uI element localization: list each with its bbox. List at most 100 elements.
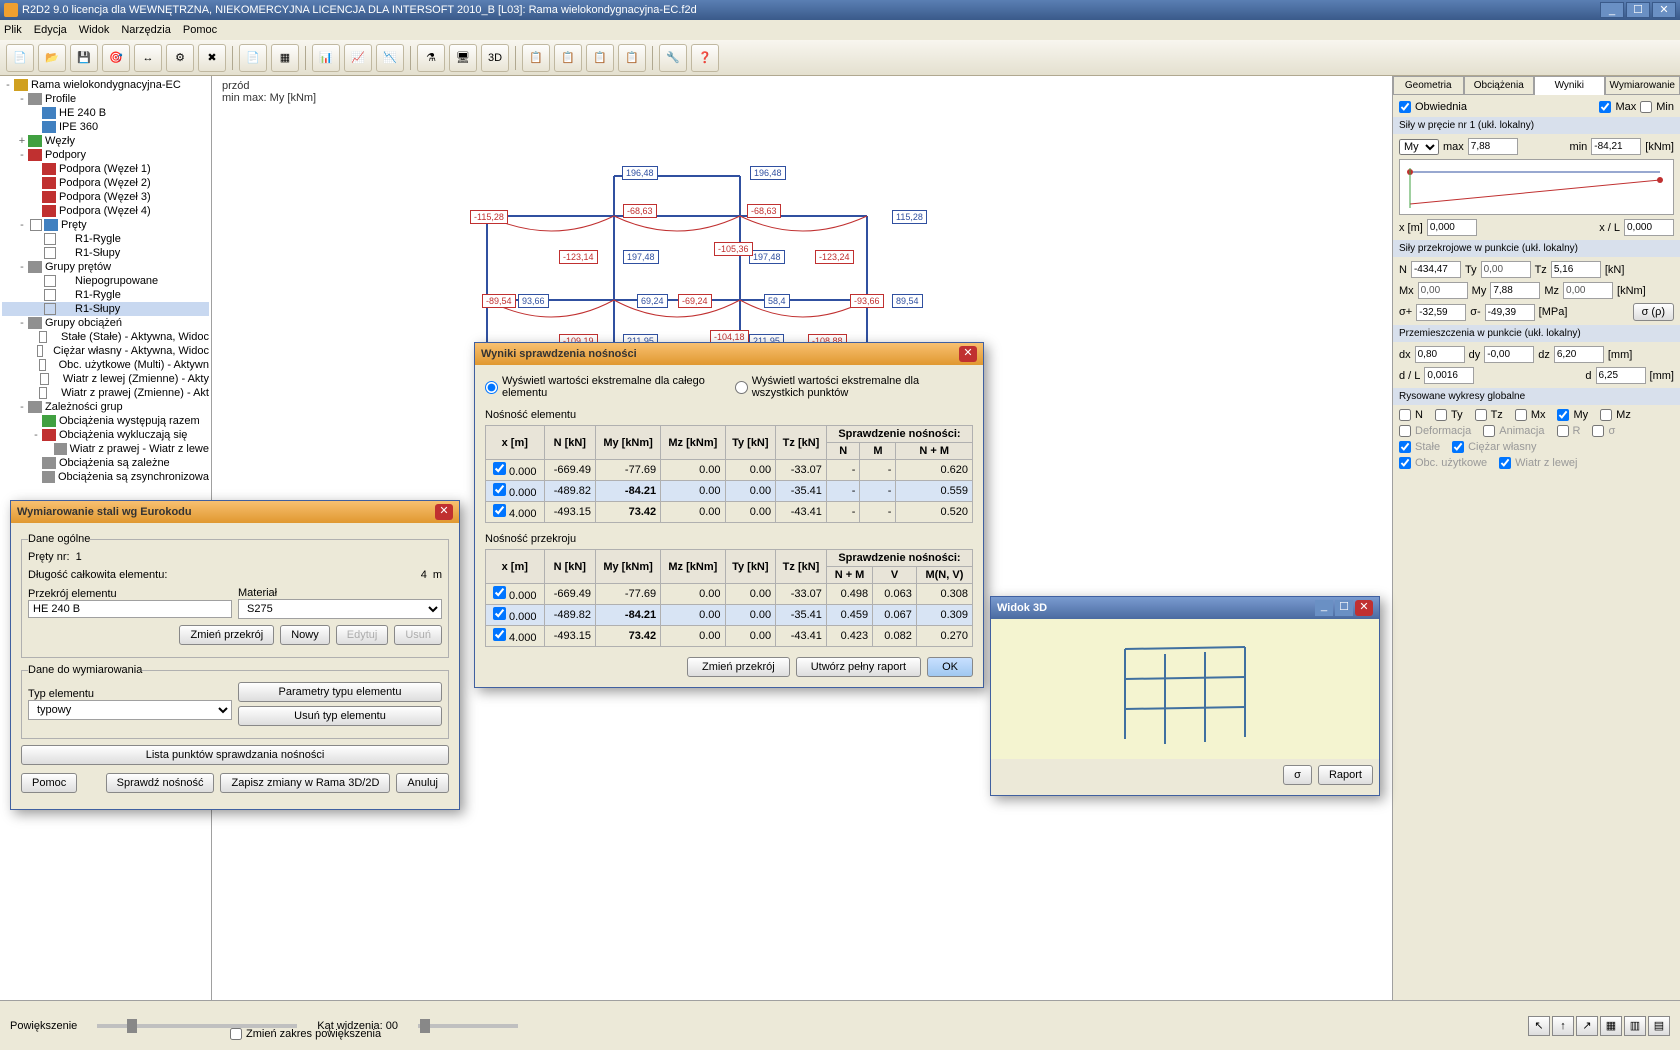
nav-up[interactable]: ↑ [1552, 1016, 1574, 1036]
toolbar-btn-21[interactable]: 📋 [586, 44, 614, 72]
toolbar-btn-22[interactable]: 📋 [618, 44, 646, 72]
toolbar-btn-9[interactable]: ▦ [271, 44, 299, 72]
tree-node[interactable]: -Pręty [2, 218, 209, 232]
tree-node[interactable]: -Obciążenia wykluczają się [2, 428, 209, 442]
min-input[interactable] [1591, 138, 1641, 155]
toolbar-btn-15[interactable]: ⚗ [417, 44, 445, 72]
chk-Tz[interactable] [1475, 409, 1487, 421]
tree-node[interactable]: -Grupy obciążeń [2, 316, 209, 330]
tree-node[interactable]: R1-Słupy [2, 302, 209, 316]
dlg3-min[interactable]: _ [1315, 600, 1333, 616]
tree-node[interactable]: Wiatr z prawej (Zmienne) - Akt [2, 386, 209, 400]
rtab-3[interactable]: Wymiarowanie [1605, 76, 1680, 95]
toolbar-btn-1[interactable]: 📂 [38, 44, 66, 72]
tree-node[interactable]: Podpora (Węzeł 1) [2, 162, 209, 176]
nav-nw[interactable]: ↖ [1528, 1016, 1550, 1036]
dlg3-max[interactable]: ☐ [1335, 600, 1353, 616]
chk-Wiatr z lewej[interactable] [1499, 457, 1511, 469]
toolbar-btn-20[interactable]: 📋 [554, 44, 582, 72]
chk-R[interactable] [1557, 425, 1569, 437]
x-input[interactable] [1427, 219, 1477, 236]
toolbar-btn-24[interactable]: 🔧 [659, 44, 687, 72]
menu-narzędzia[interactable]: Narzędzia [121, 24, 171, 36]
zmien-przekroj-btn[interactable]: Zmień przekrój [179, 625, 274, 645]
xl-input[interactable] [1624, 219, 1674, 236]
menu-plik[interactable]: Plik [4, 24, 22, 36]
tree-node[interactable]: Obc. użytkowe (Multi) - Aktywn [2, 358, 209, 372]
menu-edycja[interactable]: Edycja [34, 24, 67, 36]
toolbar-btn-17[interactable]: 3D [481, 44, 509, 72]
chk-Stałe[interactable] [1399, 441, 1411, 453]
chk-σ[interactable] [1592, 425, 1604, 437]
tree-node[interactable]: IPE 360 [2, 120, 209, 134]
view-3[interactable]: ▤ [1648, 1016, 1670, 1036]
tree-node[interactable]: Wiatr z lewej (Zmienne) - Akty [2, 372, 209, 386]
tree-node[interactable]: R1-Rygle [2, 232, 209, 246]
chk-Obc. użytkowe[interactable] [1399, 457, 1411, 469]
menu-pomoc[interactable]: Pomoc [183, 24, 217, 36]
nav-ne[interactable]: ↗ [1576, 1016, 1598, 1036]
tree-node[interactable]: Stałe (Stałe) - Aktywna, Widoc [2, 330, 209, 344]
chk-Mx[interactable] [1515, 409, 1527, 421]
maximize-button[interactable]: ☐ [1626, 2, 1650, 18]
max-input[interactable] [1468, 138, 1518, 155]
param-btn[interactable]: Parametry typu elementu [238, 682, 442, 702]
max-check[interactable] [1599, 101, 1611, 113]
material-select[interactable]: S275 [238, 599, 442, 619]
tree-node[interactable]: -Profile [2, 92, 209, 106]
tree-node[interactable]: Obciążenia występują razem [2, 414, 209, 428]
toolbar-btn-19[interactable]: 📋 [522, 44, 550, 72]
toolbar-btn-5[interactable]: ⚙ [166, 44, 194, 72]
dlg3-close[interactable]: ✕ [1355, 600, 1373, 616]
tree-node[interactable]: -Rama wielokondygnacyjna-EC [2, 78, 209, 92]
nowy-btn[interactable]: Nowy [280, 625, 330, 645]
rtab-1[interactable]: Obciążenia [1464, 76, 1535, 95]
chk-Mz[interactable] [1600, 409, 1612, 421]
tree-node[interactable]: Wiatr z prawej - Wiatr z lewe [2, 442, 209, 456]
tree-node[interactable]: +Węzły [2, 134, 209, 148]
przekroj-input[interactable] [28, 600, 232, 618]
view-1[interactable]: ▦ [1600, 1016, 1622, 1036]
zmien-przekroj2-btn[interactable]: Zmień przekrój [687, 657, 790, 677]
sprawdz-btn[interactable]: Sprawdź nośność [106, 773, 215, 793]
view3d-canvas[interactable] [991, 619, 1379, 759]
anuluj-btn[interactable]: Anuluj [396, 773, 449, 793]
raport-btn[interactable]: Utwórz pełny raport [796, 657, 921, 677]
sigma3d-btn[interactable]: σ [1283, 765, 1312, 785]
tree-node[interactable]: -Zależności grup [2, 400, 209, 414]
raport3d-btn[interactable]: Raport [1318, 765, 1373, 785]
radio-points[interactable] [735, 381, 748, 394]
toolbar-btn-2[interactable]: 💾 [70, 44, 98, 72]
toolbar-btn-13[interactable]: 📉 [376, 44, 404, 72]
min-check[interactable] [1640, 101, 1652, 113]
toolbar-btn-11[interactable]: 📊 [312, 44, 340, 72]
tree-node[interactable]: Obciążenia są zsynchronizowa [2, 470, 209, 484]
chk-N[interactable] [1399, 409, 1411, 421]
toolbar-btn-8[interactable]: 📄 [239, 44, 267, 72]
obwiednia-check[interactable] [1399, 101, 1411, 113]
zoom-slider[interactable] [97, 1024, 297, 1028]
force-select[interactable]: My [1399, 139, 1439, 155]
dlg1-close[interactable]: ✕ [435, 504, 453, 520]
chk-Animacja[interactable] [1483, 425, 1495, 437]
angle-slider[interactable] [418, 1024, 518, 1028]
toolbar-btn-6[interactable]: ✖ [198, 44, 226, 72]
tree-node[interactable]: Ciężar własny - Aktywna, Widoc [2, 344, 209, 358]
tree-node[interactable]: R1-Słupy [2, 246, 209, 260]
rtab-0[interactable]: Geometria [1393, 76, 1464, 95]
chk-My[interactable] [1557, 409, 1569, 421]
toolbar-btn-4[interactable]: ↔ [134, 44, 162, 72]
tree-node[interactable]: -Podpory [2, 148, 209, 162]
zapisz-btn[interactable]: Zapisz zmiany w Rama 3D/2D [220, 773, 390, 793]
menu-widok[interactable]: Widok [79, 24, 110, 36]
toolbar-btn-0[interactable]: 📄 [6, 44, 34, 72]
tree-node[interactable]: R1-Rygle [2, 288, 209, 302]
radio-element[interactable] [485, 381, 498, 394]
lista-btn[interactable]: Lista punktów sprawdzania nośności [21, 745, 449, 765]
rtab-2[interactable]: Wyniki [1534, 76, 1605, 95]
ok-btn[interactable]: OK [927, 657, 973, 677]
toolbar-btn-3[interactable]: 🎯 [102, 44, 130, 72]
zakres-check[interactable] [230, 1028, 242, 1040]
tree-node[interactable]: Obciążenia są zależne [2, 456, 209, 470]
tree-node[interactable]: Podpora (Węzeł 2) [2, 176, 209, 190]
